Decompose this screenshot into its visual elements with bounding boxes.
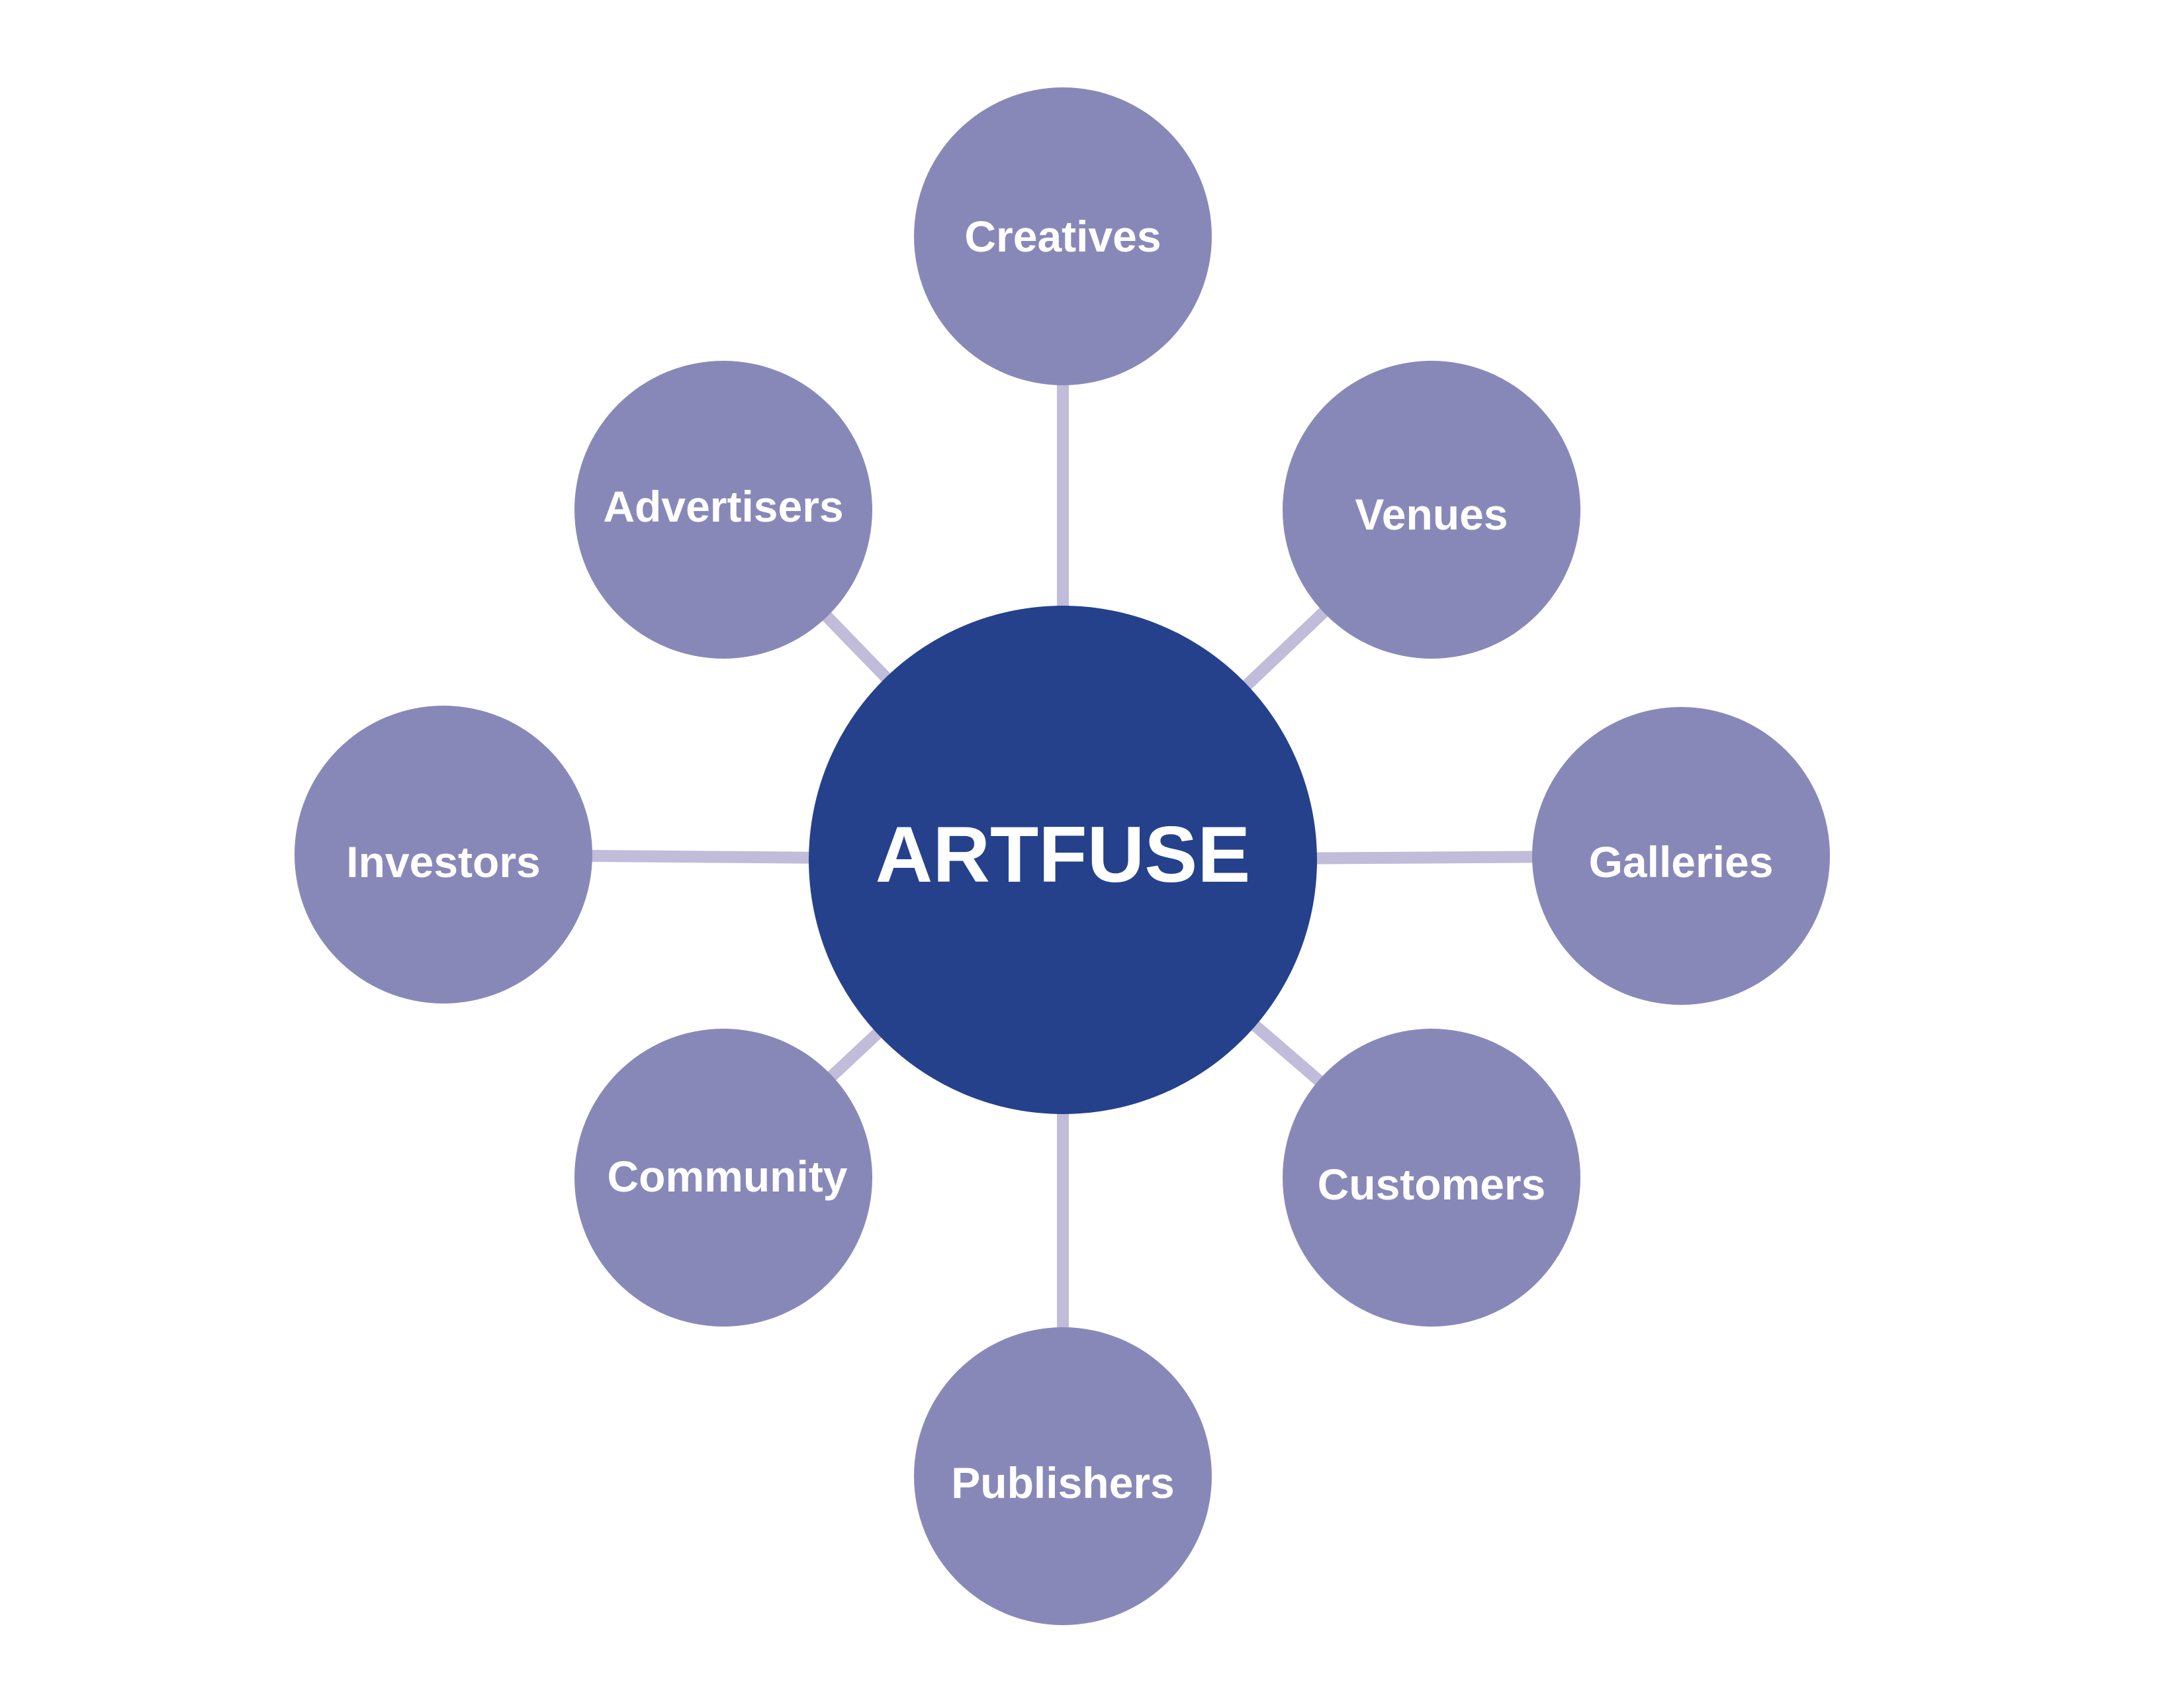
node-circle xyxy=(914,87,1212,385)
node-circle xyxy=(1283,1029,1580,1327)
node-advertisers: Advertisers xyxy=(574,361,872,659)
node-label-galleries: Galleries xyxy=(1589,837,1774,886)
node-publishers: Publishers xyxy=(914,1327,1212,1625)
node-circle xyxy=(1283,361,1580,659)
node-circle xyxy=(574,361,872,659)
node-circle xyxy=(1532,707,1830,1005)
node-investors: Investors xyxy=(295,706,592,1004)
hub-label: ARTFUSE xyxy=(876,810,1251,899)
node-circle xyxy=(914,1327,1212,1625)
node-label-venues: Venues xyxy=(1355,490,1508,539)
node-community: Community xyxy=(574,1029,872,1327)
hub-circle xyxy=(809,606,1317,1114)
node-venues: Venues xyxy=(1283,361,1580,659)
node-circle xyxy=(295,706,592,1004)
node-galleries: Galleries xyxy=(1532,707,1830,1005)
node-label-creatives: Creatives xyxy=(964,212,1161,261)
node-label-advertisers: Advertisers xyxy=(603,482,843,531)
node-label-customers: Customers xyxy=(1318,1160,1546,1209)
node-circle xyxy=(574,1029,872,1327)
node-label-community: Community xyxy=(608,1152,848,1201)
node-label-investors: Investors xyxy=(346,837,540,886)
hub-node: ARTFUSE xyxy=(809,606,1317,1114)
node-label-publishers: Publishers xyxy=(951,1458,1174,1507)
node-customers: Customers xyxy=(1283,1029,1580,1327)
node-creatives: Creatives xyxy=(914,87,1212,385)
